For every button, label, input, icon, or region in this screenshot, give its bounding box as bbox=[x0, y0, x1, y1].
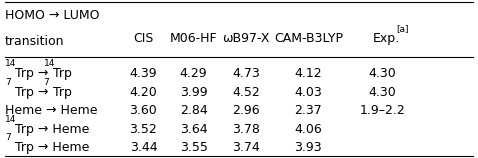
Text: 3.78: 3.78 bbox=[232, 123, 260, 136]
Text: 3.93: 3.93 bbox=[294, 141, 322, 154]
Text: Trp →: Trp → bbox=[15, 67, 49, 80]
Text: 4.39: 4.39 bbox=[130, 67, 157, 80]
Text: 2.84: 2.84 bbox=[180, 104, 207, 117]
Text: Trp → Heme: Trp → Heme bbox=[15, 141, 90, 154]
Text: 2.37: 2.37 bbox=[294, 104, 322, 117]
Text: ωB97-X: ωB97-X bbox=[222, 31, 270, 45]
Text: 4.20: 4.20 bbox=[130, 85, 157, 99]
Text: CIS: CIS bbox=[133, 31, 153, 45]
Text: Exp.: Exp. bbox=[373, 31, 400, 45]
Text: 3.74: 3.74 bbox=[232, 141, 260, 154]
Text: transition: transition bbox=[5, 35, 64, 48]
Text: 4.29: 4.29 bbox=[180, 67, 207, 80]
Text: 3.52: 3.52 bbox=[130, 123, 157, 136]
Text: HOMO → LUMO: HOMO → LUMO bbox=[5, 9, 99, 22]
Text: 4.30: 4.30 bbox=[369, 67, 396, 80]
Text: 4.30: 4.30 bbox=[369, 85, 396, 99]
Text: 3.64: 3.64 bbox=[180, 123, 207, 136]
Text: 3.55: 3.55 bbox=[180, 141, 207, 154]
Text: 1.9–2.2: 1.9–2.2 bbox=[359, 104, 405, 117]
Text: Trp: Trp bbox=[53, 85, 72, 99]
Text: 3.99: 3.99 bbox=[180, 85, 207, 99]
Text: 3.44: 3.44 bbox=[130, 141, 157, 154]
Text: CAM-B3LYP: CAM-B3LYP bbox=[274, 31, 343, 45]
Text: 7: 7 bbox=[43, 78, 49, 87]
Text: 4.03: 4.03 bbox=[294, 85, 322, 99]
Text: 2.96: 2.96 bbox=[232, 104, 260, 117]
Text: Heme → Heme: Heme → Heme bbox=[5, 104, 98, 117]
Text: 14: 14 bbox=[5, 115, 16, 124]
Text: 4.06: 4.06 bbox=[294, 123, 322, 136]
Text: M06-HF: M06-HF bbox=[170, 31, 217, 45]
Text: 7: 7 bbox=[5, 78, 11, 87]
Text: 7: 7 bbox=[5, 133, 11, 142]
Text: 4.12: 4.12 bbox=[294, 67, 322, 80]
Text: 4.52: 4.52 bbox=[232, 85, 260, 99]
Text: 14: 14 bbox=[43, 59, 55, 68]
Text: Trp →: Trp → bbox=[15, 85, 49, 99]
Text: Trp → Heme: Trp → Heme bbox=[15, 123, 90, 136]
Text: [a]: [a] bbox=[396, 24, 408, 33]
Text: 4.73: 4.73 bbox=[232, 67, 260, 80]
Text: Trp: Trp bbox=[53, 67, 72, 80]
Text: 14: 14 bbox=[5, 59, 16, 68]
Text: 3.60: 3.60 bbox=[130, 104, 157, 117]
